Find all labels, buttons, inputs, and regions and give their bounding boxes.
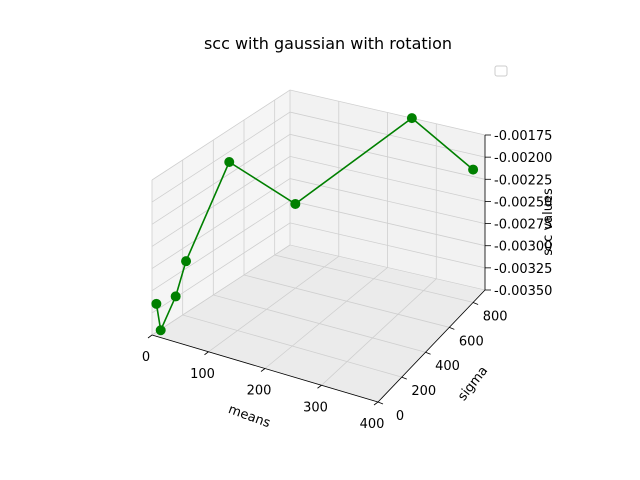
y-tick-label: 200 bbox=[411, 384, 436, 399]
y-tick-mark bbox=[425, 351, 431, 355]
x-tick-label: 400 bbox=[360, 417, 385, 432]
z-tick-label: -0.00175 bbox=[494, 129, 552, 144]
z-tick-label: -0.00300 bbox=[494, 240, 552, 255]
data-point bbox=[224, 157, 235, 168]
z-axis-label: scc values bbox=[541, 188, 556, 256]
x-tick-mark bbox=[260, 368, 266, 372]
z-tick-label: -0.00250 bbox=[494, 195, 552, 210]
y-tick-label: 400 bbox=[435, 359, 460, 374]
data-point bbox=[290, 198, 301, 209]
y-tick-label: 600 bbox=[459, 334, 484, 349]
z-grid-line bbox=[151, 133, 486, 225]
z-grid-line bbox=[151, 178, 486, 269]
chart-title: scc with gaussian with rotation bbox=[204, 34, 452, 53]
y-tick-mark bbox=[472, 302, 479, 305]
z-grid-line bbox=[151, 222, 486, 314]
z-tick-label: -0.00275 bbox=[494, 218, 552, 233]
z-grid-line bbox=[151, 155, 486, 247]
tick-labels: 0 100 200 300 400 0 200 400 600 800 -0.00175 -0.002… bbox=[142, 129, 553, 432]
data-point bbox=[155, 325, 166, 336]
z-tick-label: -0.00325 bbox=[494, 262, 552, 277]
z-grid-line bbox=[151, 89, 486, 181]
y-tick-label: 0 bbox=[396, 409, 404, 424]
x-tick-mark bbox=[147, 334, 153, 339]
data-point bbox=[406, 113, 417, 124]
z-tick-label: -0.00350 bbox=[494, 284, 552, 299]
data-point bbox=[151, 298, 162, 309]
y-tick-mark bbox=[377, 401, 384, 405]
x-tick-label: 300 bbox=[303, 400, 328, 415]
z-tick-label: -0.00225 bbox=[494, 173, 552, 188]
x-axis-label: means bbox=[226, 402, 272, 431]
z-grid-line bbox=[151, 244, 486, 336]
data-series bbox=[151, 113, 479, 336]
x-tick-label: 100 bbox=[190, 367, 215, 382]
y-tick-mark bbox=[401, 376, 407, 380]
legend-box bbox=[494, 65, 508, 77]
data-point bbox=[170, 291, 181, 302]
data-point bbox=[181, 256, 192, 267]
data-point bbox=[468, 164, 479, 175]
x-tick-label: 0 bbox=[142, 350, 150, 365]
x-tick-mark bbox=[317, 384, 322, 389]
y-axis-label: sigma bbox=[455, 364, 491, 404]
x-tick-mark bbox=[373, 401, 379, 406]
z-grid-line bbox=[151, 111, 486, 203]
z-tick-label: -0.00200 bbox=[494, 151, 552, 166]
x-tick-label: 200 bbox=[247, 384, 272, 399]
series-line bbox=[155, 117, 474, 333]
y-axis-line bbox=[377, 289, 486, 403]
y-tick-mark bbox=[449, 326, 455, 330]
x-tick-mark bbox=[204, 351, 209, 356]
y-tick-label: 800 bbox=[483, 309, 508, 324]
